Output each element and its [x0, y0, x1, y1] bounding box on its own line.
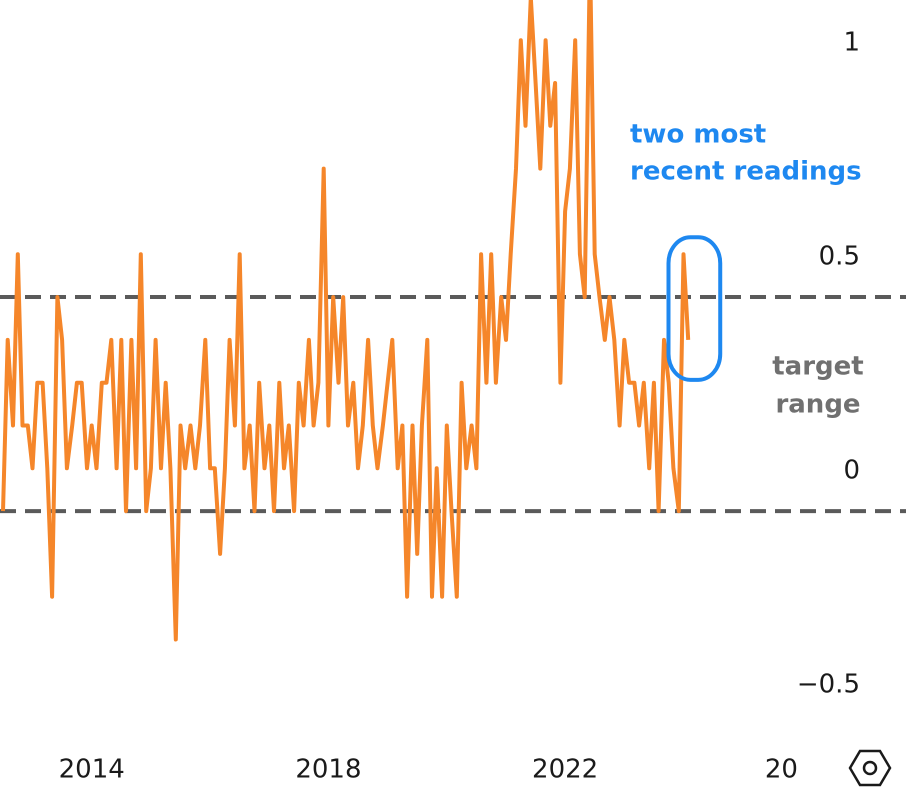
x-tick-label: 20	[765, 755, 798, 785]
y-tick-label: 0.5	[819, 242, 860, 272]
annotation-target: target	[772, 352, 863, 382]
annotation-recent: two most	[630, 120, 766, 150]
y-tick-label: 0	[843, 456, 860, 486]
annotation-target: range	[775, 390, 860, 420]
plot-area	[1, 0, 691, 642]
x-tick-label: 2018	[295, 755, 361, 785]
x-tick-label: 2014	[59, 755, 125, 785]
y-tick-label: −0.5	[797, 670, 860, 700]
highlight-ring	[666, 235, 723, 382]
annotation-recent: recent readings	[630, 157, 862, 187]
x-tick-label: 2022	[532, 755, 598, 785]
series-line	[1, 0, 691, 642]
y-tick-label: 1	[843, 28, 860, 58]
settings-icon[interactable]	[848, 749, 892, 787]
